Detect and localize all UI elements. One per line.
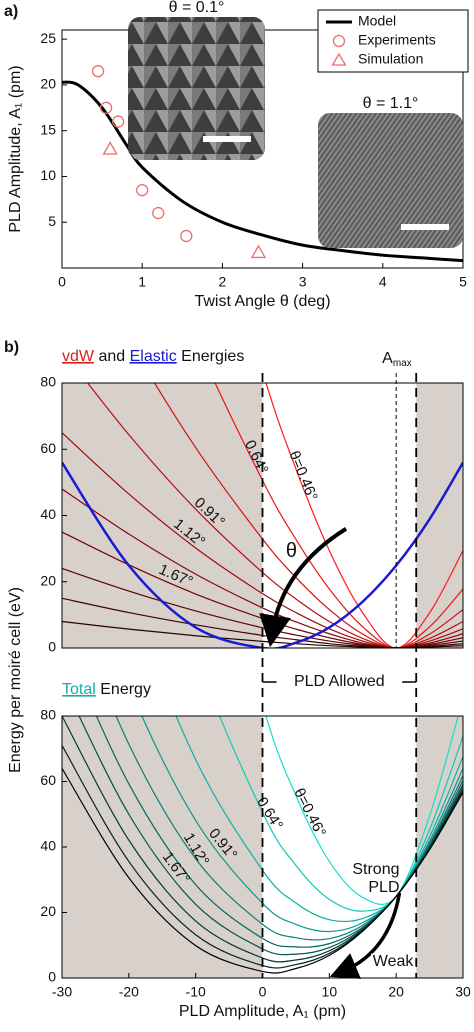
x-tick-label: 30 bbox=[455, 984, 471, 1000]
scale-bar bbox=[203, 136, 251, 142]
simulation-point bbox=[102, 141, 118, 155]
weak-label: Weak bbox=[373, 953, 415, 970]
y-tick-label: 80 bbox=[40, 374, 56, 390]
panel-label: a) bbox=[4, 3, 18, 20]
legend-swatch bbox=[332, 34, 346, 48]
theta-label: θ bbox=[286, 540, 297, 562]
experiment-point bbox=[111, 115, 125, 128]
amax-text: A bbox=[382, 350, 393, 367]
y-axis-label: PLD Amplitude, A₁ (pm) bbox=[7, 65, 24, 232]
panel-title: Total Energy bbox=[62, 681, 151, 698]
panel-title: vdW and Elastic Energies bbox=[62, 348, 244, 365]
title-part: Energies bbox=[177, 348, 245, 365]
legend-label: Simulation bbox=[358, 51, 423, 67]
y-tick-label: 60 bbox=[40, 772, 56, 788]
y-tick-label: 40 bbox=[40, 838, 56, 854]
y-tick-label: 25 bbox=[40, 30, 56, 46]
theta-arrow bbox=[259, 527, 348, 648]
experiment-point bbox=[152, 206, 165, 220]
pld-arrow bbox=[329, 892, 402, 979]
y-tick-label: 20 bbox=[40, 76, 56, 92]
experiment-point bbox=[99, 101, 113, 114]
simulation-point bbox=[250, 244, 267, 259]
curve-label: θ=0.46° bbox=[285, 449, 321, 504]
curve-label: θ=0.46° bbox=[290, 786, 329, 840]
x-axis-label: Twist Angle θ (deg) bbox=[194, 293, 330, 310]
y-tick-label: 60 bbox=[40, 440, 56, 456]
experiment-point bbox=[136, 184, 149, 197]
x-tick-label: 0 bbox=[58, 274, 66, 290]
amax-sub: max bbox=[393, 358, 412, 369]
x-tick-label: -10 bbox=[186, 984, 206, 1000]
x-tick-label: -30 bbox=[52, 984, 72, 1000]
title-part: Elastic bbox=[130, 348, 177, 365]
legend-swatch bbox=[331, 52, 347, 66]
amax-label: Amax bbox=[382, 350, 412, 368]
legend-label: Model bbox=[358, 13, 396, 29]
plot-area bbox=[62, 65, 463, 263]
panel-label: b) bbox=[4, 339, 19, 356]
title-part: vdW bbox=[62, 348, 95, 365]
y-tick-label: 40 bbox=[40, 506, 56, 522]
y-tick-label: 20 bbox=[40, 903, 56, 919]
x-axis-label: PLD Amplitude, A₁ (pm) bbox=[179, 1003, 346, 1020]
x-tick-label: 0 bbox=[259, 984, 267, 1000]
inset-label: θ = 0.1° bbox=[169, 0, 225, 16]
forbidden-region bbox=[416, 383, 463, 648]
curve bbox=[62, 461, 463, 648]
y-tick-label: 80 bbox=[40, 707, 56, 723]
strong-label: PLD bbox=[368, 879, 399, 896]
x-tick-label: 4 bbox=[379, 274, 387, 290]
legend-label: Experiments bbox=[358, 32, 436, 48]
inset-label: θ = 1.1° bbox=[363, 95, 419, 112]
y-tick-label: 10 bbox=[40, 167, 56, 183]
strong-label: Strong bbox=[352, 861, 399, 878]
y-tick-label: 0 bbox=[48, 639, 56, 655]
scale-bar bbox=[401, 224, 449, 230]
y-tick-label: 5 bbox=[48, 213, 56, 229]
title-part: Energy bbox=[96, 681, 151, 698]
title-part: and bbox=[94, 348, 130, 365]
x-tick-label: 2 bbox=[219, 274, 227, 290]
region-label: PLD Allowed bbox=[294, 673, 385, 690]
x-tick-label: 20 bbox=[388, 984, 404, 1000]
curve bbox=[265, 716, 459, 905]
inset-image bbox=[318, 113, 463, 248]
y-tick-label: 20 bbox=[40, 572, 56, 588]
curve bbox=[62, 80, 463, 263]
experiment-point bbox=[180, 229, 193, 243]
x-tick-label: -20 bbox=[119, 984, 139, 1000]
x-tick-label: 10 bbox=[322, 984, 338, 1000]
inset-image bbox=[128, 17, 265, 160]
plot-area bbox=[62, 716, 463, 974]
y-axis-label: Energy per moiré cell (eV) bbox=[7, 587, 24, 773]
y-tick-label: 0 bbox=[48, 969, 56, 985]
x-tick-label: 1 bbox=[138, 274, 146, 290]
curve bbox=[62, 768, 463, 974]
experiment-point bbox=[91, 65, 105, 78]
y-tick-label: 15 bbox=[40, 121, 56, 137]
x-tick-label: 3 bbox=[299, 274, 307, 290]
title-part: Total bbox=[62, 681, 96, 698]
x-tick-label: 5 bbox=[459, 274, 467, 290]
